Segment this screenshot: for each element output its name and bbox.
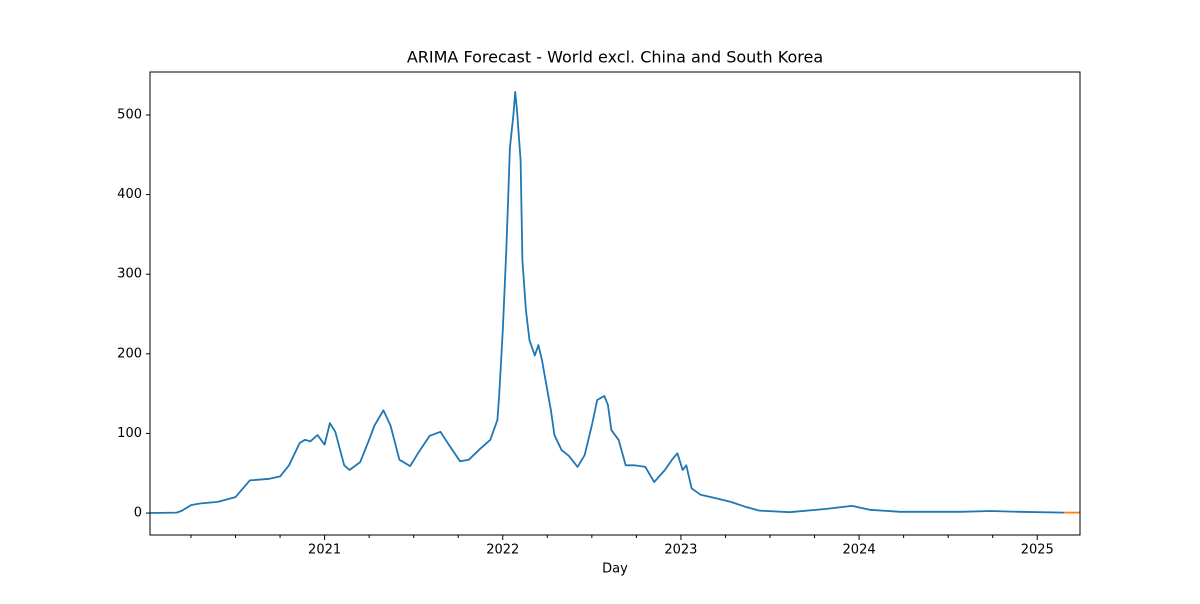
x-tick-label: 2023 xyxy=(664,543,697,558)
x-axis-label: Day xyxy=(602,562,628,577)
x-tick-label: 2025 xyxy=(1021,543,1054,558)
y-tick-label: 300 xyxy=(117,267,142,282)
x-tick-label: 2021 xyxy=(308,543,341,558)
chart-title: ARIMA Forecast - World excl. China and S… xyxy=(407,48,823,67)
y-tick-label: 400 xyxy=(117,187,142,202)
data-line xyxy=(149,91,1065,514)
y-tick-label: 200 xyxy=(117,346,142,361)
plot-frame xyxy=(149,71,1081,536)
x-tick-label: 2022 xyxy=(486,543,519,558)
x-tick-label: 2024 xyxy=(843,543,876,558)
y-tick-label: 500 xyxy=(117,107,142,122)
y-tick-label: 0 xyxy=(134,506,142,521)
y-tick-label: 100 xyxy=(117,426,142,441)
